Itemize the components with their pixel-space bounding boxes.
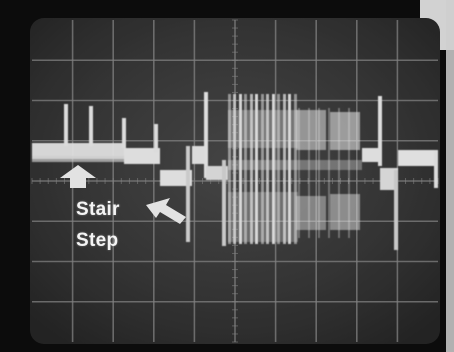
trace-spike xyxy=(89,106,93,146)
trace-spike xyxy=(64,104,68,146)
burst-region xyxy=(228,94,362,244)
trace-spike xyxy=(186,146,190,242)
burst-stroke xyxy=(308,108,310,238)
trace-segment xyxy=(160,170,192,186)
burst-block xyxy=(296,110,326,150)
burst-band xyxy=(228,110,298,148)
waveform-trace xyxy=(32,92,228,246)
burst-stroke xyxy=(328,108,330,238)
trace-spike xyxy=(434,150,438,188)
screen-vignette xyxy=(30,18,440,344)
burst-stroke xyxy=(348,108,350,238)
graticule-grid xyxy=(31,19,439,343)
trace-segment xyxy=(398,150,438,166)
trace-spike xyxy=(154,124,158,152)
burst-block xyxy=(330,112,360,150)
trace-spike xyxy=(394,170,398,250)
trace-segment xyxy=(192,146,206,164)
arrow-right-icon xyxy=(146,198,186,224)
burst-band xyxy=(228,192,298,242)
burst-stroke xyxy=(298,108,300,238)
burst-stroke xyxy=(318,108,320,238)
trace-segment xyxy=(362,148,382,162)
trace-spike xyxy=(204,92,208,178)
trace-spike xyxy=(378,96,382,166)
trace-spike xyxy=(222,160,226,246)
right-trace xyxy=(362,96,438,250)
annotation-line1: Stair xyxy=(76,199,120,220)
trace-spike xyxy=(122,118,126,148)
burst-stroke xyxy=(338,108,340,238)
burst-midline xyxy=(228,160,362,170)
right-edge-strip xyxy=(446,0,454,352)
trace-segment xyxy=(124,148,160,164)
trace-segment xyxy=(380,168,398,190)
trace-segment xyxy=(32,156,124,162)
burst-block xyxy=(330,194,360,230)
trace-segment xyxy=(32,143,124,159)
arrow-up-icon xyxy=(60,165,96,188)
burst-block xyxy=(296,196,326,230)
annotation-line2: Step xyxy=(76,230,119,251)
